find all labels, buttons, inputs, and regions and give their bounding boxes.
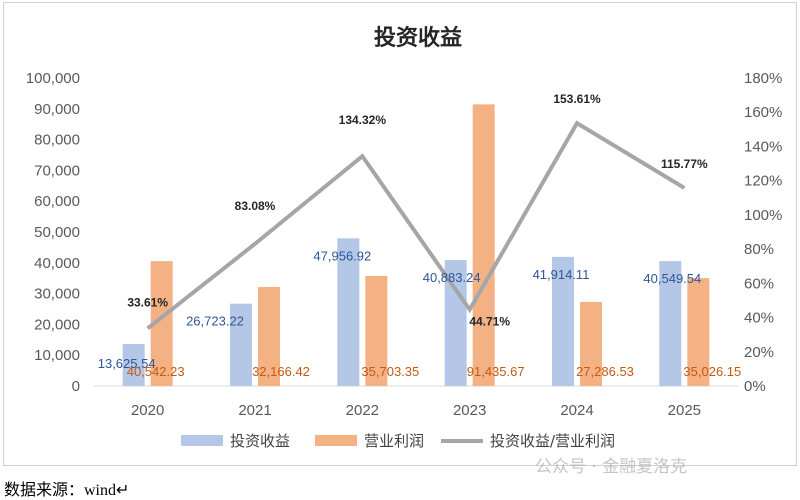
legend-label-investment-income: 投资收益 <box>230 432 290 450</box>
data-label-investment-income: 41,914.11 <box>533 267 590 282</box>
bar-investment-income <box>230 303 252 386</box>
y-left-tick-label: 100,000 <box>26 70 80 87</box>
data-label-ratio: 33.61% <box>127 295 168 309</box>
y-left-tick-label: 0 <box>72 378 80 395</box>
bar-operating-profit <box>258 286 280 386</box>
data-label-operating-profit: 35,026.15 <box>683 364 741 379</box>
data-label-ratio: 83.08% <box>235 199 276 213</box>
x-tick-label: 2024 <box>560 402 593 419</box>
bar-investment-income <box>444 260 467 386</box>
bar-investment-income <box>552 256 574 386</box>
chart-frame: 投资收益 0 10,000 20,000 30,000 40,000 50,000 60,00… <box>3 2 797 466</box>
data-label-ratio: 44.71% <box>469 314 510 328</box>
legend-swatch-operating-profit <box>315 435 357 446</box>
y-left-tick-label: 80,000 <box>34 132 80 149</box>
bar-operating-profit <box>472 104 495 386</box>
y-right-tick-label: 120% <box>744 173 782 190</box>
data-label-operating-profit: 32,166.42 <box>252 364 310 379</box>
y-right-tick-label: 0% <box>744 378 766 395</box>
x-tick-label: 2025 <box>668 402 701 419</box>
y-left-tick-label: 40,000 <box>34 255 80 272</box>
data-label-investment-income: 40,549.54 <box>643 271 701 286</box>
data-label-ratio: 115.77% <box>661 157 708 171</box>
y-right-tick-label: 180% <box>744 70 782 87</box>
x-tick-label: 2021 <box>238 402 271 419</box>
y-left-tick-label: 60,000 <box>34 193 80 210</box>
y-left-tick-label: 50,000 <box>34 224 80 241</box>
data-label-investment-income: 47,956.92 <box>313 248 371 263</box>
chart-canvas: 投资收益 0 10,000 20,000 30,000 40,000 50,000 60,00… <box>26 25 783 450</box>
bar-investment-income <box>337 238 360 386</box>
data-label-operating-profit: 91,435.67 <box>467 364 525 379</box>
y-right-tick-label: 40% <box>744 310 774 327</box>
data-label-investment-income: 40,883.24 <box>423 270 481 285</box>
bar-operating-profit <box>365 276 388 386</box>
legend-label-ratio: 投资收益/营业利润 <box>490 432 615 450</box>
data-label-investment-income: 26,723.22 <box>186 314 244 329</box>
y-left-tick-label: 90,000 <box>34 101 80 118</box>
y-left-tick-label: 70,000 <box>34 162 80 179</box>
data-label-ratio: 134.32% <box>339 113 387 127</box>
x-tick-label: 2022 <box>346 402 379 419</box>
data-label-operating-profit: 35,703.35 <box>361 364 419 379</box>
bar-investment-income <box>659 261 682 386</box>
watermark: 公众号 · 金融夏洛克 <box>535 457 688 477</box>
bar-operating-profit <box>687 278 710 386</box>
y-right-tick-label: 60% <box>744 275 774 292</box>
bar-operating-profit <box>580 301 602 386</box>
data-label-operating-profit: 27,286.53 <box>576 364 634 379</box>
y-right-tick-label: 80% <box>744 241 774 258</box>
x-tick-label: 2023 <box>453 402 486 419</box>
legend-label-operating-profit: 营业利润 <box>364 432 424 450</box>
y-right-tick-label: 160% <box>744 104 782 121</box>
data-label-ratio: 153.61% <box>553 92 601 106</box>
legend-swatch-investment-income <box>181 435 223 446</box>
chart-title: 投资收益 <box>374 25 462 51</box>
y-left-tick-label: 10,000 <box>34 347 80 364</box>
y-left-tick-label: 30,000 <box>34 286 80 303</box>
y-left-tick-label: 20,000 <box>34 316 80 333</box>
x-tick-label: 2020 <box>131 402 164 419</box>
y-right-tick-label: 140% <box>744 138 782 155</box>
bar-operating-profit <box>150 261 173 386</box>
y-right-tick-label: 20% <box>744 344 774 361</box>
bar-investment-income <box>122 344 145 386</box>
y-right-tick-label: 100% <box>744 207 782 224</box>
data-label-operating-profit: 40,542.23 <box>127 364 185 379</box>
ratio-line <box>146 120 686 331</box>
data-label-investment-income: 13,625.54 <box>98 356 156 371</box>
source-note: 数据来源：wind↵ <box>4 482 130 499</box>
